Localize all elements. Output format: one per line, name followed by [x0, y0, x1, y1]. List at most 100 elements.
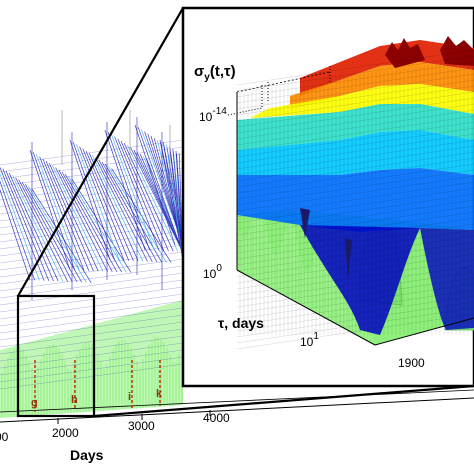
inset-mesh-line — [236, 175, 474, 212]
inset-mesh-line — [236, 223, 474, 260]
main-x-axis-label: Days — [70, 447, 104, 463]
inset-mesh-line — [236, 211, 474, 248]
inset-mesh-line — [236, 277, 474, 314]
inset-z-tick-label: 100 — [203, 263, 222, 281]
surface-spike — [300, 208, 310, 238]
mesh-cross-line — [0, 195, 184, 222]
inset-t-axis — [374, 317, 474, 346]
inset-mesh-line — [236, 289, 474, 326]
mesh-line — [31, 188, 92, 283]
mesh-line — [15, 177, 68, 282]
mesh-line — [76, 144, 120, 261]
surface-band — [290, 62, 474, 110]
inset-mesh-line — [236, 61, 474, 98]
mesh-cross-line — [0, 356, 184, 383]
surface-band — [237, 168, 474, 232]
mesh-line — [2, 168, 50, 281]
zoom-projection-line — [93, 384, 474, 418]
mesh-line — [39, 156, 85, 271]
mesh-cross-line — [0, 139, 184, 166]
mesh-line — [166, 144, 184, 261]
inset-mesh-line — [236, 247, 474, 284]
mesh-line — [52, 165, 104, 272]
inset-mesh-line — [236, 115, 474, 152]
surface-spike — [345, 238, 352, 280]
mesh-line — [32, 152, 76, 271]
mesh-line — [104, 164, 163, 263]
inset-mesh-line — [236, 103, 474, 140]
inset-mesh-line — [236, 157, 474, 194]
surface-valley — [300, 225, 420, 335]
inset-mesh-line — [236, 67, 474, 104]
inset-mesh-line — [236, 301, 474, 338]
inset-mesh-line — [236, 193, 474, 230]
inset-mesh-line — [236, 133, 474, 170]
inset-mesh-line — [236, 271, 474, 308]
mesh-line — [64, 174, 123, 273]
main-floor-spikes — [0, 300, 183, 418]
inset-mesh-line — [236, 127, 474, 164]
mesh-cross-line — [0, 167, 184, 194]
inset-mesh-line — [236, 181, 474, 218]
surface-peak — [440, 36, 474, 66]
inset-mesh-line — [236, 313, 474, 350]
mesh-line — [123, 143, 174, 252]
inset-mesh-line — [236, 79, 474, 116]
inset-color-surface — [237, 36, 474, 335]
mesh-cross-line — [0, 335, 184, 362]
mesh-cross-line — [0, 328, 184, 355]
region-marker-label: g — [31, 397, 38, 409]
mesh-cross-line — [0, 314, 184, 341]
mesh-cross-line — [0, 202, 184, 229]
mesh-cross-line — [0, 349, 184, 376]
mesh-line — [45, 160, 94, 272]
mesh-line — [0, 188, 31, 281]
mesh-cross-line — [0, 188, 184, 215]
region-marker-label: k — [156, 388, 163, 400]
inset-mesh-line — [236, 121, 474, 158]
inset-mesh-line — [236, 85, 474, 122]
mesh-cross-line — [0, 307, 184, 334]
zoom-box — [16, 294, 96, 418]
mesh-line — [29, 149, 71, 271]
inset-mesh-line — [236, 97, 474, 134]
mesh-line — [0, 180, 36, 281]
mesh-cross-line — [0, 363, 184, 390]
inset-mesh-line — [236, 205, 474, 242]
main-x-tick-label: 3000 — [128, 419, 155, 433]
mesh-cross-line — [0, 300, 184, 327]
mesh-line — [12, 175, 64, 282]
mesh-cross-line — [0, 146, 184, 173]
inset-mesh-line — [236, 139, 474, 176]
mesh-cross-line — [0, 342, 184, 369]
surface-band — [237, 104, 474, 150]
surface-band — [250, 84, 474, 118]
inset-mesh-line — [236, 241, 474, 278]
mesh-line — [42, 158, 90, 271]
mesh-line — [95, 157, 148, 262]
mesh-cross-line — [0, 265, 184, 292]
mesh-line — [21, 181, 78, 283]
mesh-line — [88, 153, 139, 262]
mesh-line — [55, 167, 108, 272]
surface-band — [237, 130, 474, 175]
main-base-front — [0, 389, 474, 413]
inset-mesh-line — [236, 253, 474, 290]
surface-band — [300, 40, 474, 96]
mesh-cross-line — [0, 209, 184, 236]
mesh-line — [169, 146, 184, 261]
inset-mesh-line — [236, 169, 474, 206]
main-x-tick-label: 4000 — [203, 411, 230, 425]
mesh-cross-line — [0, 286, 184, 313]
inset-mesh-line — [236, 283, 474, 320]
surface-valley — [420, 228, 474, 330]
inset-mesh-line — [236, 91, 474, 128]
inset-t-tick-label: 1900 — [398, 356, 425, 370]
inset-mesh-line — [236, 49, 474, 86]
mesh-line — [92, 155, 144, 262]
mesh-cross-line — [0, 174, 184, 201]
mesh-line — [79, 146, 125, 261]
mesh-line — [127, 145, 179, 252]
mesh-line — [69, 139, 111, 261]
